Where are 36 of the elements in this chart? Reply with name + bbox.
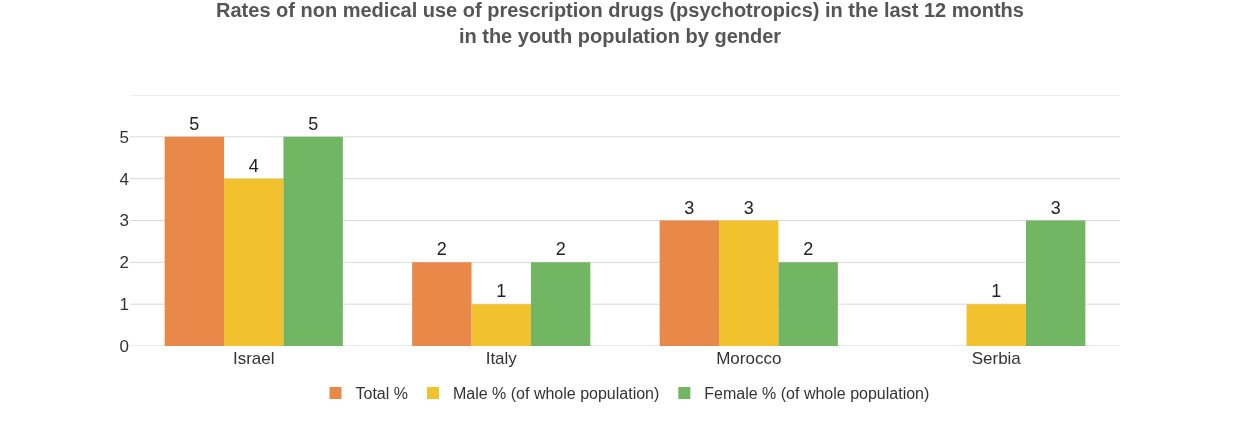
- data-label: 4: [248, 155, 259, 176]
- bar: [224, 178, 284, 346]
- y-tick-label: 2: [119, 253, 129, 273]
- data-label: 1: [991, 281, 1002, 302]
- bar: [659, 220, 720, 346]
- bar: [530, 262, 591, 346]
- data-label: 2: [555, 239, 566, 260]
- bar: [283, 136, 343, 346]
- x-tick-label: Italy: [485, 349, 518, 368]
- data-label: 3: [684, 197, 695, 218]
- legend-label: Female % (of whole population): [704, 385, 930, 403]
- legend-label: Male % (of whole population): [452, 385, 660, 403]
- y-tick-label: 3: [119, 211, 129, 231]
- legend-label: Total %: [355, 385, 408, 403]
- bar: [412, 262, 472, 346]
- data-label: 1: [496, 281, 507, 302]
- data-label: 3: [1050, 197, 1061, 218]
- bar: [719, 220, 779, 346]
- bar: [778, 262, 838, 346]
- y-tick-label: 1: [119, 295, 129, 315]
- y-tick-label: 5: [119, 127, 129, 147]
- data-label: 5: [189, 113, 200, 134]
- y-tick-label: 4: [119, 169, 129, 189]
- x-tick-label: Israel: [232, 349, 275, 368]
- data-label: 5: [308, 113, 319, 134]
- data-label: 2: [803, 239, 814, 260]
- bar: [1025, 220, 1086, 346]
- bar: [164, 136, 225, 346]
- chart-title: Rates of non medical use of prescription drugs (psychotropics) in the last 12 months in the youth population by gender: [216, 0, 1024, 47]
- bar: [966, 304, 1026, 346]
- bar: [471, 304, 531, 346]
- x-tick-label: Morocco: [716, 349, 782, 368]
- data-label: 3: [743, 197, 754, 218]
- y-tick-label: 0: [119, 336, 129, 356]
- data-label: 2: [436, 239, 447, 260]
- x-tick-label: Serbia: [971, 349, 1022, 368]
